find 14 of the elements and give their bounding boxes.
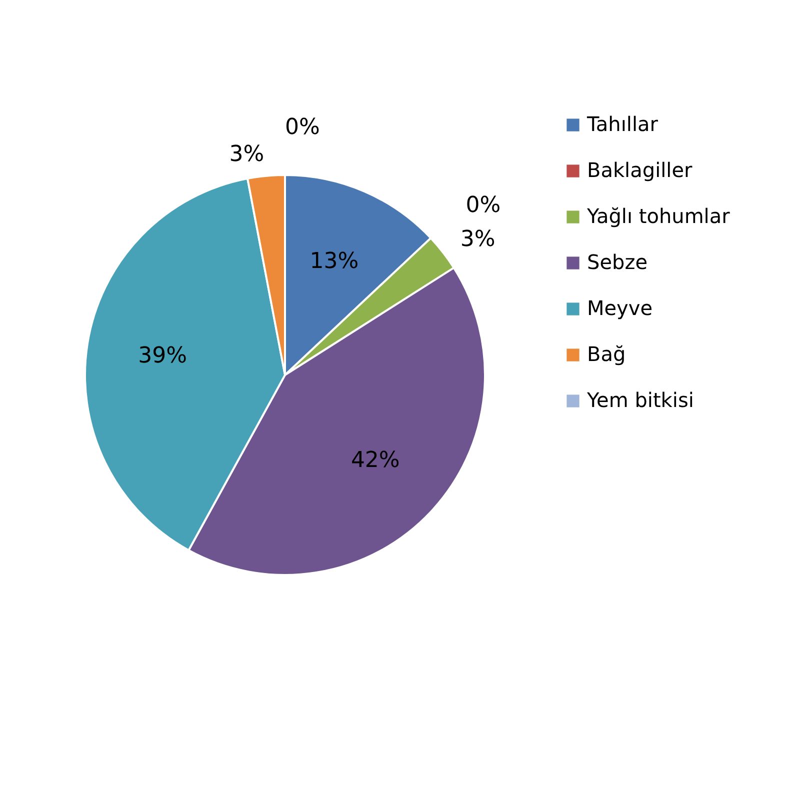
legend-label: Tahıllar — [586, 112, 659, 136]
legend-label: Baklagiller — [587, 158, 694, 182]
data-label: 39% — [138, 344, 187, 369]
legend-label: Sebze — [587, 250, 648, 274]
legend-label: Yağlı tohumlar — [586, 204, 731, 228]
data-label: 3% — [229, 142, 264, 167]
text: 0% — [466, 193, 501, 218]
legend-label: Meyve — [587, 296, 653, 320]
legend-label: Bağ — [587, 342, 626, 366]
data-label: 3% — [460, 226, 496, 252]
data-label: 13% — [310, 249, 359, 274]
legend-label: Yem bitkisi — [586, 388, 694, 412]
text: 0% — [285, 115, 320, 140]
data-label: 42% — [350, 448, 400, 473]
